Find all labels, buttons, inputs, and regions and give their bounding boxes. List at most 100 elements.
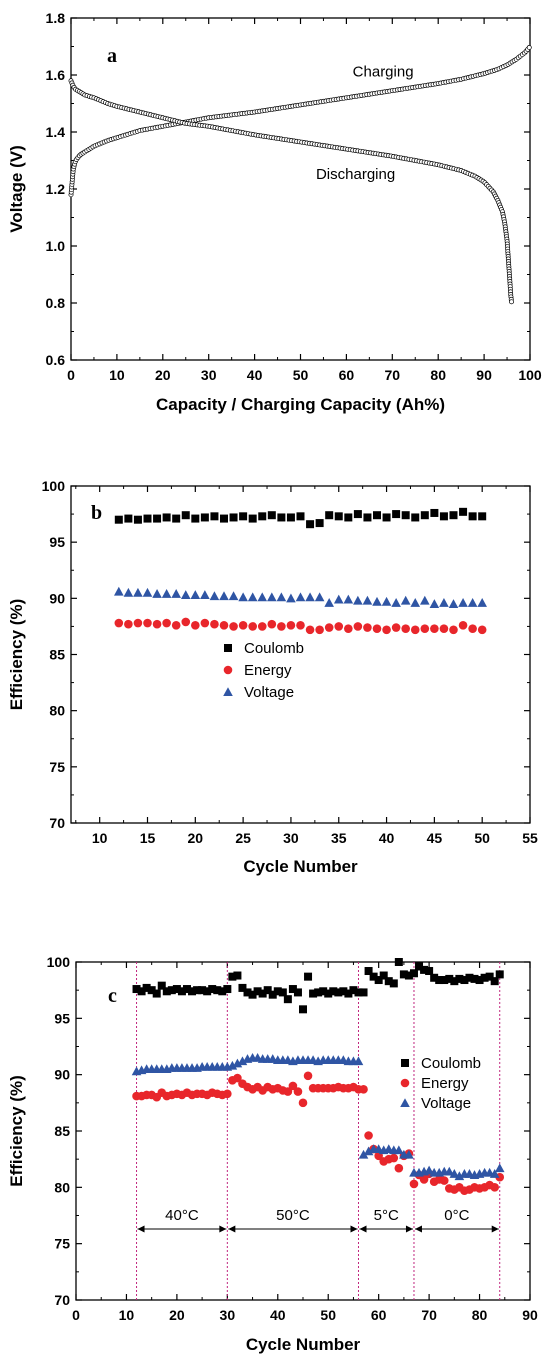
data-point [458,598,468,607]
data-point [180,590,191,599]
data-point [237,1056,248,1066]
data-point [223,985,232,994]
data-point [359,988,368,997]
legend: Coulomb Energy Voltage [223,640,304,701]
data-point [305,592,315,602]
y-tick-label: 1.0 [46,238,66,254]
data-point [343,594,354,604]
data-point [399,970,408,979]
data-point [161,589,172,598]
x-tick-label: 30 [201,367,217,383]
data-point [424,1165,434,1175]
annotation-charging: Charging [353,63,414,80]
data-point [228,591,239,601]
data-point [114,586,124,596]
data-point [448,599,459,608]
data-point [229,622,238,631]
panel-a: 0 10 20 30 40 50 60 70 80 90 100 0.6 0.8 1.0 1.2 1.4 1.6… [7,10,542,414]
data-point [315,519,324,528]
x-tick-label: 40 [247,367,263,383]
legend-marker-voltage [400,1098,410,1107]
data-point [353,595,363,605]
data-point [454,1171,465,1181]
data-point [480,973,489,982]
y-tick-label: 85 [49,647,65,663]
data-point [114,618,124,628]
data-point [420,965,429,974]
y-tick-label: 1.6 [46,67,66,83]
data-point [325,511,334,520]
data-point [394,1163,404,1173]
data-point [435,976,444,985]
data-point [152,989,161,998]
data-point [247,592,258,602]
y-tick-label: 80 [49,703,65,719]
data-point [147,986,156,995]
data-point [382,513,391,522]
data-point [324,989,333,998]
data-point [306,520,315,529]
data-point [344,989,353,998]
data-point [228,972,237,981]
x-tick-label: 80 [472,1307,488,1323]
data-point [296,512,305,521]
data-point [400,595,411,605]
data-point [475,976,484,985]
data-point [420,595,430,605]
data-point [373,511,381,520]
y-tick-label: 1.8 [46,10,66,26]
data-point [210,512,219,521]
data-point [162,618,171,628]
data-point [188,987,197,996]
series-coulomb [132,958,504,1014]
data-point [232,1058,243,1068]
data-point [444,1166,455,1176]
y-tick-label: 0.6 [46,352,66,368]
data-point [288,985,297,994]
y-tick-label: 80 [54,1179,70,1195]
data-point [392,510,401,519]
panel-letter: a [107,45,117,67]
data-point [410,625,420,635]
data-point [379,971,388,980]
data-point [286,593,296,603]
data-point [419,1175,429,1184]
data-point [267,592,277,602]
x-tick-label: 55 [522,830,538,846]
data-point [286,513,295,522]
data-point [172,985,181,994]
data-point [349,986,358,995]
data-point [172,514,181,523]
data-point [213,986,222,995]
data-point [429,599,440,608]
data-point [353,622,363,631]
data-point [364,1131,373,1140]
data-point [526,45,532,50]
data-point [324,623,334,632]
data-point [439,624,449,633]
legend-marker-coulomb [401,1059,409,1067]
x-tick-label: 70 [421,1307,437,1323]
data-point [177,987,186,996]
data-point [489,1169,500,1178]
data-point [137,987,146,996]
panel-letter: b [91,502,102,524]
data-point [167,986,176,995]
data-point [401,511,410,520]
data-point [257,622,267,631]
data-point [410,598,421,607]
x-tick-label: 30 [283,830,299,846]
arrow-head-right [405,1225,413,1233]
data-point [200,590,210,599]
data-point [477,598,487,607]
data-point [509,299,514,305]
x-tick-label: 90 [476,367,492,383]
legend-marker-voltage [223,687,233,696]
data-point [315,625,324,635]
data-point [243,988,252,997]
data-point [353,510,362,519]
y-tick-label: 0.8 [46,295,66,311]
y-tick-label: 70 [54,1292,70,1308]
data-point [288,1081,298,1091]
series-discharging [68,78,514,305]
